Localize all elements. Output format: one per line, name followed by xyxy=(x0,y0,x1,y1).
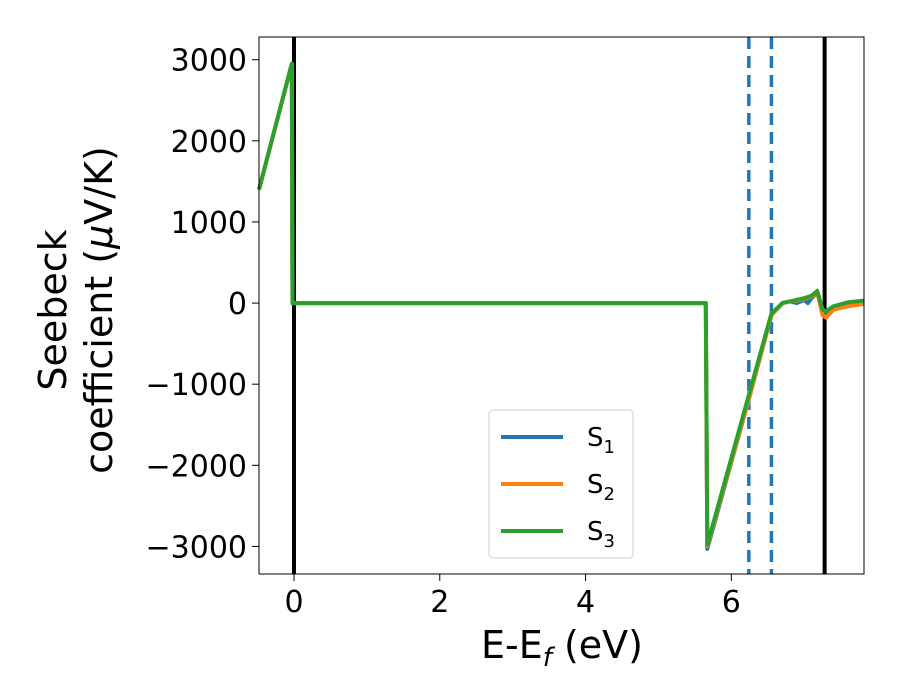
y-axis-ticks: 3000 2000 1000 0 −1000 −2000 −3000 xyxy=(146,44,259,565)
vertical-reference-lines xyxy=(291,37,827,574)
x-axis-ticks: 0 2 4 6 xyxy=(284,574,741,620)
plot-frame xyxy=(258,36,865,575)
y-tick-label: 1000 xyxy=(171,206,247,241)
y-tick-label: −3000 xyxy=(146,530,247,565)
series-lines xyxy=(257,61,865,551)
legend-label: S3 xyxy=(587,517,615,552)
y-tick-label: 0 xyxy=(228,287,247,322)
legend: S1 S2 S3 xyxy=(488,409,634,559)
x-tick-label: 6 xyxy=(722,585,741,620)
series-line-S3 xyxy=(257,61,865,547)
y-tick-label: 2000 xyxy=(171,125,247,160)
y-tick-label: 3000 xyxy=(171,44,247,79)
y-tick-label: −1000 xyxy=(146,368,247,403)
x-axis-title: E-Ef (eV) xyxy=(481,623,643,673)
x-tick-label: 2 xyxy=(430,585,449,620)
y-axis-title-line1: Seebeck xyxy=(31,229,75,390)
x-tick-label: 0 xyxy=(284,585,303,620)
y-axis-title: Seebeck coefficient (μV/K) xyxy=(31,146,121,474)
legend-label: S1 xyxy=(587,423,615,458)
legend-label: S2 xyxy=(587,470,615,505)
y-tick-label: −2000 xyxy=(146,449,247,484)
x-tick-label: 4 xyxy=(576,585,595,620)
y-axis-title-line2: coefficient (μV/K) xyxy=(77,146,121,474)
